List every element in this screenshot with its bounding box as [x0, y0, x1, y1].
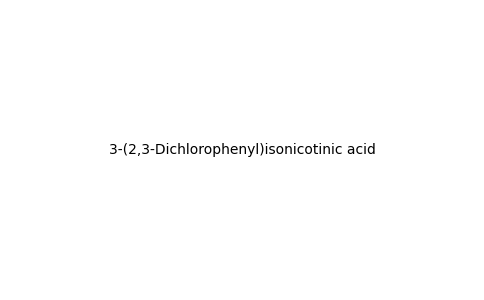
Text: 3-(2,3-Dichlorophenyl)isonicotinic acid: 3-(2,3-Dichlorophenyl)isonicotinic acid: [108, 143, 376, 157]
